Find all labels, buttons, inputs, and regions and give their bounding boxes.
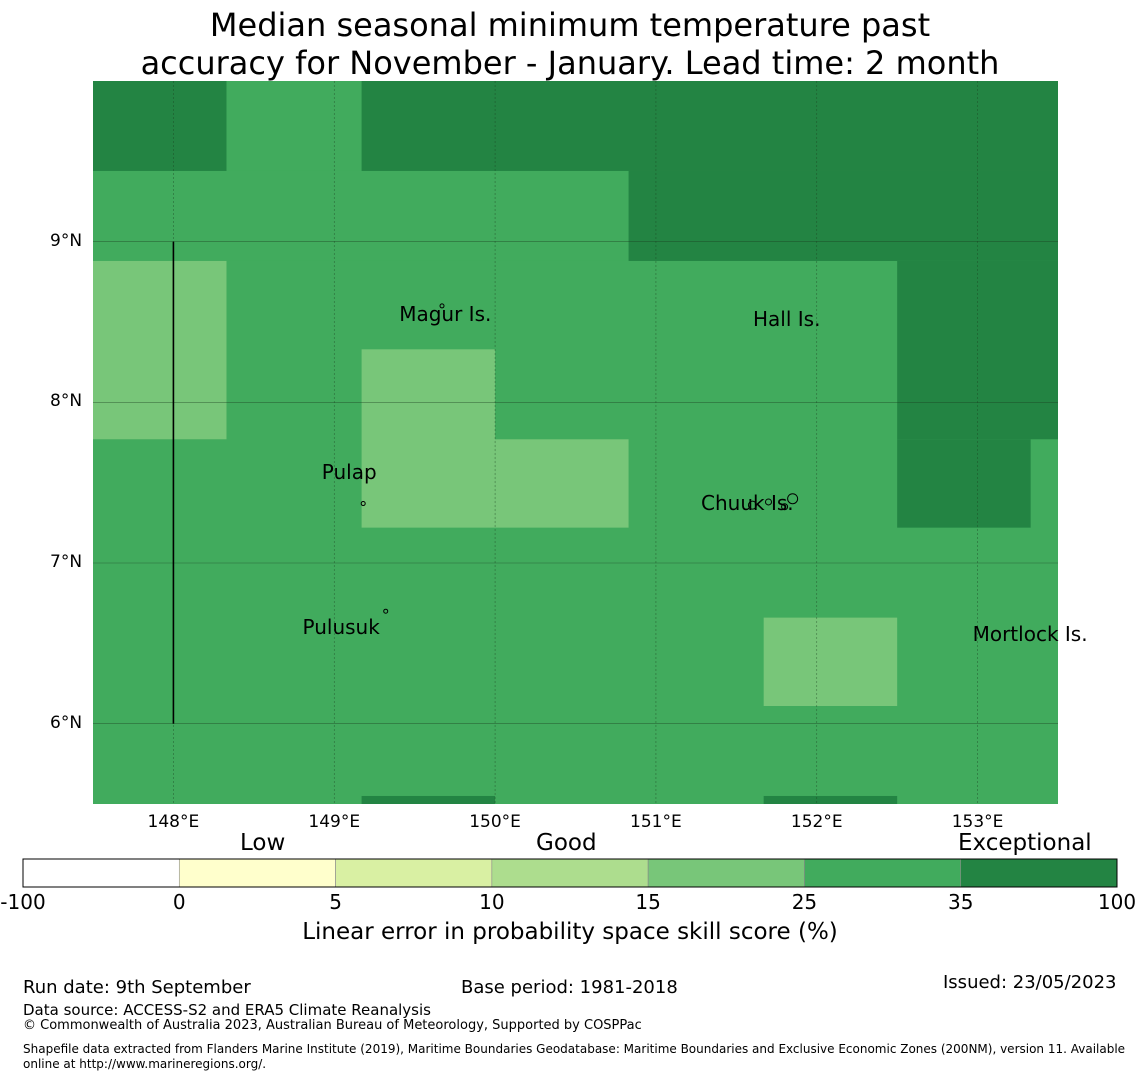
legend-category-low: Low xyxy=(240,830,286,856)
legend-category-exceptional: Exceptional xyxy=(958,830,1092,856)
legend-category-good: Good xyxy=(536,830,597,856)
island-outline xyxy=(787,493,799,505)
copyright: © Commonwealth of Australia 2023, Austra… xyxy=(23,1018,642,1033)
island-outline xyxy=(765,498,772,506)
skill-cell xyxy=(93,81,227,171)
colorbar-tick-label: 5 xyxy=(329,890,342,914)
colorbar-tick-label: 35 xyxy=(947,890,974,914)
title-line-2: accuracy for November - January. Lead ti… xyxy=(140,44,1000,82)
colorbar-segment xyxy=(178,858,336,888)
skill-cell xyxy=(361,795,496,804)
place-label: Hall Is. xyxy=(753,306,821,331)
island-outline xyxy=(383,608,389,614)
skill-cell xyxy=(763,795,898,804)
y-tick-label: 9°N xyxy=(50,230,83,251)
island-outline xyxy=(360,501,366,507)
place-label: Chuuk Is. xyxy=(701,490,794,515)
colorbar-tick-label: 15 xyxy=(635,890,661,914)
skill-cell xyxy=(361,81,1058,171)
legend-title: Linear error in probability space skill … xyxy=(302,919,838,945)
colorbar-tick-label: 0 xyxy=(172,890,186,914)
colorbar-tick-label: 10 xyxy=(479,890,505,914)
y-tick-label: 6°N xyxy=(50,712,83,733)
x-tick-label: 148°E xyxy=(147,812,200,832)
y-tick-label: 8°N xyxy=(50,391,83,412)
colorbar-segment xyxy=(491,858,649,888)
x-tick-label: 153°E xyxy=(951,812,1004,832)
y-tick-label: 7°N xyxy=(50,552,83,572)
data-source: Data source: ACCESS-S2 and ERA5 Climate … xyxy=(23,1001,431,1019)
skill-cell xyxy=(226,81,362,171)
shapefile-credit-1: Shapefile data extracted from Flanders M… xyxy=(23,1042,1126,1056)
island-outline xyxy=(747,500,757,510)
x-tick-label: 149°E xyxy=(308,812,361,832)
place-label: Pulap xyxy=(321,460,377,485)
colorbar-segment xyxy=(647,858,805,888)
skill-cell xyxy=(361,349,496,528)
shapefile-credit-2: online at http://www.marineregions.org/. xyxy=(23,1057,267,1071)
colorbar-tick-label: 25 xyxy=(791,890,818,914)
skill-cell xyxy=(897,439,1031,528)
x-tick-label: 151°E xyxy=(630,812,682,832)
skill-cell xyxy=(763,617,898,706)
place-label: Pulusuk xyxy=(302,615,380,640)
colorbar-segment xyxy=(22,858,180,888)
colorbar-frame xyxy=(22,858,1118,888)
skill-cell xyxy=(495,439,629,528)
colorbar-tick-label: -100 xyxy=(0,890,46,914)
chart-title: Median seasonal minimum temperature past… xyxy=(0,6,1140,82)
run-date: Run date: 9th September xyxy=(23,977,251,998)
colorbar-segment xyxy=(804,858,962,888)
place-label: Mortlock Is. xyxy=(972,621,1088,646)
colorbar-tick-label: 100 xyxy=(1097,890,1137,914)
island-outline xyxy=(439,303,445,309)
island-outline xyxy=(781,503,789,511)
title-line-1: Median seasonal minimum temperature past xyxy=(209,6,931,44)
issued-date: Issued: 23/05/2023 xyxy=(943,972,1117,993)
skill-cell xyxy=(628,170,1058,261)
base-period: Base period: 1981-2018 xyxy=(461,977,678,998)
skill-cell xyxy=(93,260,227,440)
colorbar-segment xyxy=(335,858,493,888)
place-label: Magur Is. xyxy=(399,301,492,326)
skill-cell xyxy=(93,170,629,261)
x-tick-label: 152°E xyxy=(790,812,843,832)
x-tick-label: 150°E xyxy=(469,812,521,832)
colorbar-segment xyxy=(960,858,1118,888)
